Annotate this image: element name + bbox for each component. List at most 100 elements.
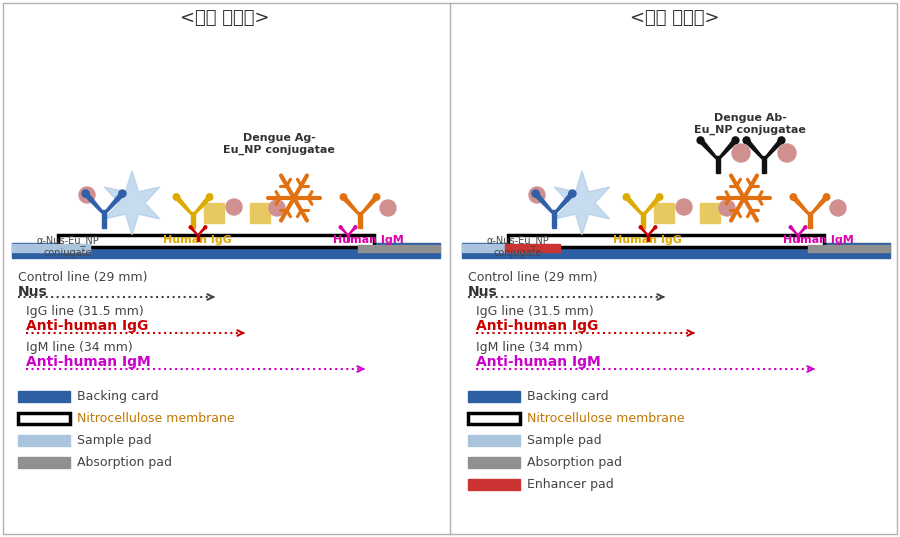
Polygon shape <box>552 210 556 228</box>
Bar <box>468 457 520 468</box>
Text: Anti-human IgG: Anti-human IgG <box>476 319 598 333</box>
Circle shape <box>719 200 735 216</box>
Bar <box>12 243 440 258</box>
Polygon shape <box>797 234 799 241</box>
Polygon shape <box>716 156 720 173</box>
Bar <box>462 244 540 252</box>
Text: IgG line (31.5 mm): IgG line (31.5 mm) <box>26 305 144 318</box>
Text: IgM line (34 mm): IgM line (34 mm) <box>26 341 133 354</box>
Circle shape <box>532 190 539 197</box>
Text: Anti-human IgM: Anti-human IgM <box>476 355 601 369</box>
Polygon shape <box>808 212 812 228</box>
Text: Sample pad: Sample pad <box>77 434 151 447</box>
Text: <직접 검출법>: <직접 검출법> <box>180 9 270 27</box>
Circle shape <box>698 137 704 144</box>
Circle shape <box>380 200 396 216</box>
Polygon shape <box>641 212 645 228</box>
Polygon shape <box>648 227 656 235</box>
Circle shape <box>189 226 192 229</box>
Circle shape <box>656 194 662 200</box>
Text: Human IgG: Human IgG <box>163 235 231 245</box>
Polygon shape <box>358 212 362 228</box>
Bar <box>58 235 374 247</box>
Bar <box>358 245 440 252</box>
Text: IgM line (34 mm): IgM line (34 mm) <box>476 341 583 354</box>
Bar <box>204 203 224 223</box>
Polygon shape <box>625 195 643 214</box>
Text: <간접 검출법>: <간접 검출법> <box>630 9 720 27</box>
Circle shape <box>623 194 630 200</box>
Polygon shape <box>643 195 661 214</box>
Bar <box>508 235 824 247</box>
Polygon shape <box>104 171 159 235</box>
Text: Nitrocellulose membrane: Nitrocellulose membrane <box>527 412 685 425</box>
Polygon shape <box>640 227 648 235</box>
Circle shape <box>790 194 796 200</box>
Circle shape <box>654 226 657 229</box>
Circle shape <box>374 194 380 200</box>
Polygon shape <box>360 195 378 214</box>
Circle shape <box>743 137 750 144</box>
Bar <box>700 203 720 223</box>
Text: Anti-human IgM: Anti-human IgM <box>26 355 151 369</box>
Text: Absorption pad: Absorption pad <box>77 456 172 469</box>
Circle shape <box>639 226 642 229</box>
Circle shape <box>778 144 796 162</box>
Polygon shape <box>348 227 356 235</box>
Text: Human IgM: Human IgM <box>333 235 403 245</box>
Circle shape <box>676 199 692 215</box>
Text: Backing card: Backing card <box>527 390 608 403</box>
Bar <box>654 203 674 223</box>
Polygon shape <box>554 171 609 235</box>
Circle shape <box>173 194 180 200</box>
Bar <box>18 391 70 402</box>
Polygon shape <box>792 195 810 214</box>
Circle shape <box>82 190 89 197</box>
Circle shape <box>206 194 212 200</box>
Text: Human IgM: Human IgM <box>783 235 853 245</box>
Bar <box>18 413 70 424</box>
Circle shape <box>824 194 830 200</box>
Text: Absorption pad: Absorption pad <box>527 456 622 469</box>
Circle shape <box>119 190 126 197</box>
Polygon shape <box>197 234 199 241</box>
Polygon shape <box>647 234 649 241</box>
Polygon shape <box>798 227 806 235</box>
Polygon shape <box>347 234 349 241</box>
Circle shape <box>204 226 207 229</box>
Text: Enhancer pad: Enhancer pad <box>527 478 614 491</box>
Circle shape <box>79 187 95 203</box>
Polygon shape <box>102 210 106 228</box>
Text: Nus: Nus <box>18 285 48 299</box>
Polygon shape <box>193 195 211 214</box>
Bar <box>468 435 520 446</box>
Polygon shape <box>761 156 766 173</box>
Polygon shape <box>198 227 206 235</box>
Text: Human IgG: Human IgG <box>613 235 681 245</box>
Polygon shape <box>190 227 198 235</box>
Text: Sample pad: Sample pad <box>527 434 601 447</box>
Circle shape <box>354 226 356 229</box>
Polygon shape <box>718 139 737 158</box>
Bar <box>18 457 70 468</box>
Circle shape <box>340 194 346 200</box>
Bar <box>250 203 270 223</box>
Polygon shape <box>175 195 193 214</box>
Text: Control line (29 mm): Control line (29 mm) <box>18 271 148 284</box>
Bar <box>18 435 70 446</box>
Circle shape <box>732 144 750 162</box>
Circle shape <box>529 187 545 203</box>
Circle shape <box>732 137 739 144</box>
Circle shape <box>226 199 242 215</box>
Text: Backing card: Backing card <box>77 390 158 403</box>
Circle shape <box>339 226 342 229</box>
Circle shape <box>569 190 576 197</box>
Polygon shape <box>191 212 195 228</box>
Bar <box>505 244 560 252</box>
Polygon shape <box>790 227 798 235</box>
Circle shape <box>269 200 285 216</box>
Circle shape <box>804 226 806 229</box>
Text: Control line (29 mm): Control line (29 mm) <box>468 271 598 284</box>
Polygon shape <box>342 195 360 214</box>
Polygon shape <box>810 195 828 214</box>
